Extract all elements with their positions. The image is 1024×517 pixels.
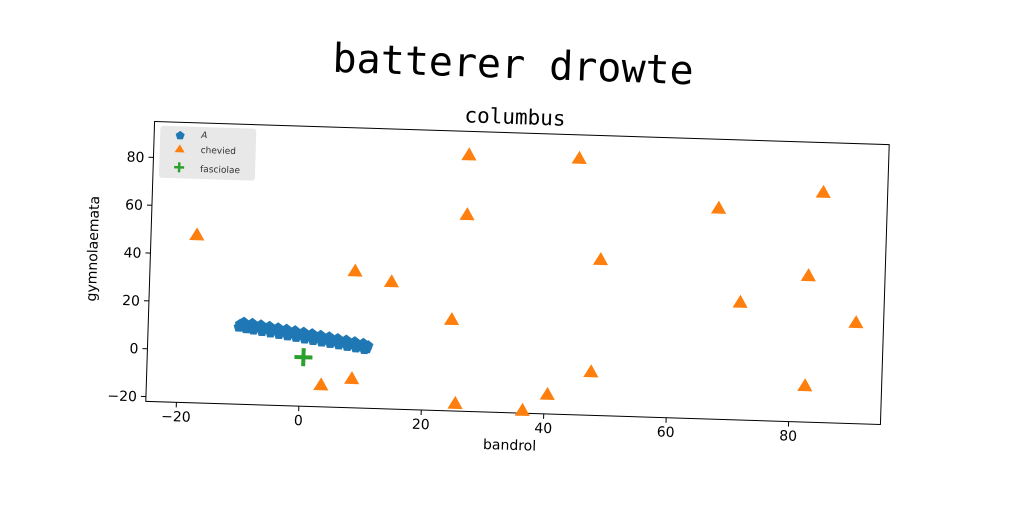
x-tick-label: −20 xyxy=(161,409,191,426)
series-layer xyxy=(184,139,869,427)
y-tick-label: 80 xyxy=(126,150,144,167)
y-tick-label: 40 xyxy=(123,245,141,262)
plot-area: −20 0 20 40 60 80 −20 0 20 40 60 80 A chevied fasc… xyxy=(80,119,890,465)
scatter-point xyxy=(459,207,475,220)
y-tick-label: −20 xyxy=(107,388,137,405)
legend-label-a: A xyxy=(200,131,207,141)
scatter-point xyxy=(797,378,813,391)
scatter-point xyxy=(515,403,531,416)
y-axis-label: gymnolaemata xyxy=(84,196,103,302)
y-tick-label: 0 xyxy=(129,341,138,357)
scatter-point xyxy=(848,315,864,328)
chart-title: batterer drowte xyxy=(332,36,695,95)
plot-frame xyxy=(146,122,889,425)
legend: A chevied fasciolae xyxy=(159,126,257,181)
y-tick-label: 20 xyxy=(122,293,140,310)
scatter-point xyxy=(294,348,313,367)
scatter-point xyxy=(572,151,588,164)
scatter-point xyxy=(733,294,749,307)
scatter-point xyxy=(583,364,599,377)
scatter-point xyxy=(540,387,556,400)
x-axis-label: bandrol xyxy=(483,437,537,455)
series-fasciolae xyxy=(294,348,313,367)
scatter-point xyxy=(711,200,727,213)
legend-label-chevied: chevied xyxy=(201,146,237,157)
scatter-point xyxy=(344,371,360,384)
x-tick-label: 20 xyxy=(412,417,430,434)
scatter-point xyxy=(444,312,460,325)
series-chevied xyxy=(184,139,869,427)
scatter-point xyxy=(461,147,477,160)
scatter-point xyxy=(189,227,205,240)
scatter-point xyxy=(801,268,817,281)
scatter-point xyxy=(593,252,609,265)
chart-subtitle: columbus xyxy=(464,103,566,131)
x-tick-label: 0 xyxy=(294,413,303,429)
x-axis-ticks: −20 0 20 40 60 80 xyxy=(161,402,798,445)
scatter-point xyxy=(816,185,832,198)
x-tick-label: 60 xyxy=(657,424,675,441)
legend-label-fasciolae: fasciolae xyxy=(200,165,241,176)
x-tick-label: 40 xyxy=(534,421,552,438)
scatter-point xyxy=(384,274,400,287)
scatter-point xyxy=(313,377,329,390)
scatter-point xyxy=(347,263,363,276)
scatter-point xyxy=(447,396,463,409)
y-tick-label: 60 xyxy=(125,197,143,214)
x-tick-label: 80 xyxy=(779,428,797,445)
